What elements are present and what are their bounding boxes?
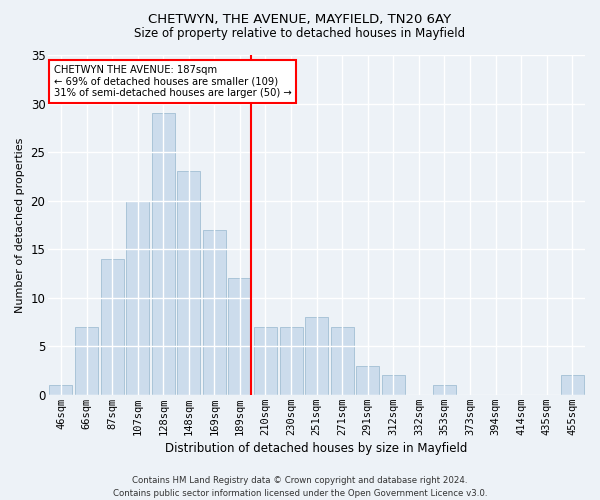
Bar xyxy=(433,385,456,395)
Bar xyxy=(126,200,149,395)
Bar xyxy=(331,327,353,395)
Text: CHETWYN THE AVENUE: 187sqm
← 69% of detached houses are smaller (109)
31% of sem: CHETWYN THE AVENUE: 187sqm ← 69% of deta… xyxy=(53,65,292,98)
Bar xyxy=(177,172,200,395)
Text: Size of property relative to detached houses in Mayfield: Size of property relative to detached ho… xyxy=(134,28,466,40)
Text: CHETWYN, THE AVENUE, MAYFIELD, TN20 6AY: CHETWYN, THE AVENUE, MAYFIELD, TN20 6AY xyxy=(148,12,452,26)
Bar xyxy=(356,366,379,395)
Bar xyxy=(101,259,124,395)
Bar xyxy=(254,327,277,395)
Bar xyxy=(280,327,302,395)
Bar xyxy=(561,376,584,395)
X-axis label: Distribution of detached houses by size in Mayfield: Distribution of detached houses by size … xyxy=(166,442,468,455)
Y-axis label: Number of detached properties: Number of detached properties xyxy=(15,137,25,312)
Bar xyxy=(49,385,73,395)
Bar xyxy=(229,278,251,395)
Bar xyxy=(203,230,226,395)
Bar xyxy=(382,376,405,395)
Text: Contains HM Land Registry data © Crown copyright and database right 2024.
Contai: Contains HM Land Registry data © Crown c… xyxy=(113,476,487,498)
Bar xyxy=(75,327,98,395)
Bar xyxy=(305,317,328,395)
Bar xyxy=(152,113,175,395)
